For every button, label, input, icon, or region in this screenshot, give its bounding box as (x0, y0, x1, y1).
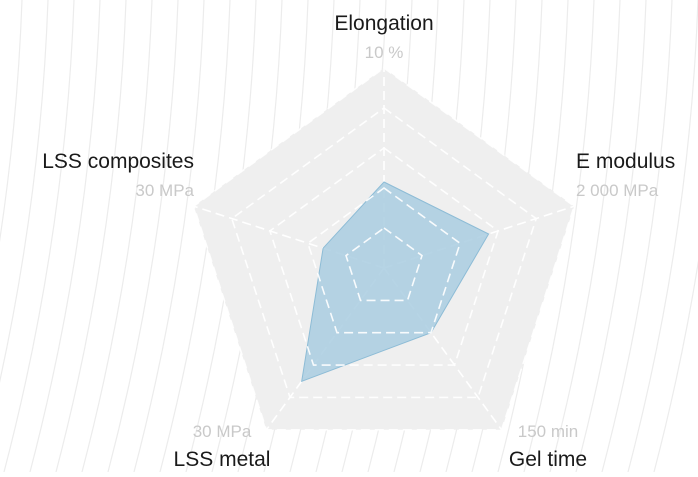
background-line (0, 0, 49, 383)
axis-name-e-modulus: E modulus (576, 150, 675, 173)
background-line (107, 0, 179, 473)
background-line (3, 0, 75, 473)
background-line (575, 0, 647, 473)
background-line (549, 0, 621, 473)
axis-labels: Elongation 10 % E modulus 2 000 MPa 150 … (42, 12, 675, 471)
axis-max-lss-metal: 30 MPa (193, 422, 252, 441)
background-line (601, 0, 673, 473)
axis-max-lss-composites: 30 MPa (135, 181, 194, 200)
axis-name-elongation: Elongation (334, 12, 433, 35)
background-line (55, 0, 127, 473)
axis-max-elongation: 10 % (365, 43, 404, 62)
radar-grid-ring (306, 187, 462, 334)
axis-name-gel-time: Gel time (509, 448, 587, 471)
radar-grid-ring (268, 147, 500, 366)
background-line (523, 0, 595, 473)
background-line (0, 0, 23, 242)
radar-series-area (301, 181, 490, 383)
radar-series-layer (192, 67, 576, 431)
background-line (133, 0, 205, 473)
axis-max-gel-time: 150 min (518, 422, 578, 441)
axis-name-lss-metal: LSS metal (174, 448, 271, 471)
radar-grid-ring (230, 107, 538, 399)
axis-max-e-modulus: 2 000 MPa (576, 181, 659, 200)
axis-name-lss-composites: LSS composites (42, 150, 194, 173)
background-line (627, 0, 698, 473)
radar-grid-ring (345, 227, 423, 302)
background-line (29, 0, 101, 473)
background-line (81, 0, 153, 473)
background-line (653, 259, 698, 473)
